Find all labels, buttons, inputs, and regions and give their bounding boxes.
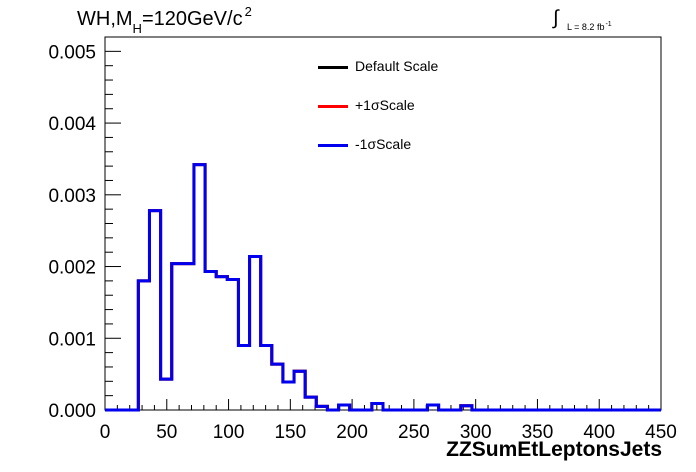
y-tick-label: 0.002 [48,258,96,279]
series-line-0 [105,163,661,412]
chart-title-rest: =120GeV/c [141,8,243,30]
series-layer [105,163,661,412]
chart-title: WH,MH=120GeV/c 2 [77,4,252,36]
luminosity-value: L = 8.2 fb [567,22,605,32]
axis-ticks: 0 50 100 150 200 250 300 350 400 450 0.000 0.001 0.0… [48,42,676,443]
y-tick-label: 0.004 [48,114,96,135]
chart-title-superscript: 2 [244,4,252,19]
x-tick-label: 0 [100,422,111,443]
luminosity-text: L = 8.2 fb-1 [567,21,612,32]
x-tick-label: 250 [398,422,430,443]
x-tick-label: 400 [583,422,615,443]
series-line-2 [105,163,661,412]
chart-title-main: WH,M [77,8,133,30]
legend-swatch-minus-1-sigma [318,144,348,147]
plot-frame [104,36,662,411]
y-tick-label: 0.005 [48,42,96,63]
x-tick-label: 200 [336,422,368,443]
chart-title-subscript: H [132,21,142,36]
x-tick-label: 100 [213,422,245,443]
legend-swatch-plus-1-sigma [318,105,348,108]
integral-icon: ∫ [553,7,559,29]
legend-label-default-scale: Default Scale [355,58,439,74]
y-tick-label: 0.000 [48,401,96,422]
y-tick-label: 0.003 [48,186,96,207]
x-axis-label: ZZSumEtLeptonsJets [446,438,662,461]
x-tick-label: 450 [645,422,677,443]
legend-swatch-default-scale [318,66,348,69]
luminosity-unit-exponent: -1 [605,21,612,28]
legend-label-plus-1-sigma: +1σScale [355,97,415,113]
series-line-1 [105,163,661,412]
legend-label-minus-1-sigma: -1σScale [355,136,412,152]
y-tick-label: 0.001 [48,329,96,350]
x-tick-label: 300 [460,422,492,443]
x-tick-label: 50 [156,422,177,443]
x-tick-label: 350 [522,422,554,443]
x-tick-label: 150 [274,422,306,443]
